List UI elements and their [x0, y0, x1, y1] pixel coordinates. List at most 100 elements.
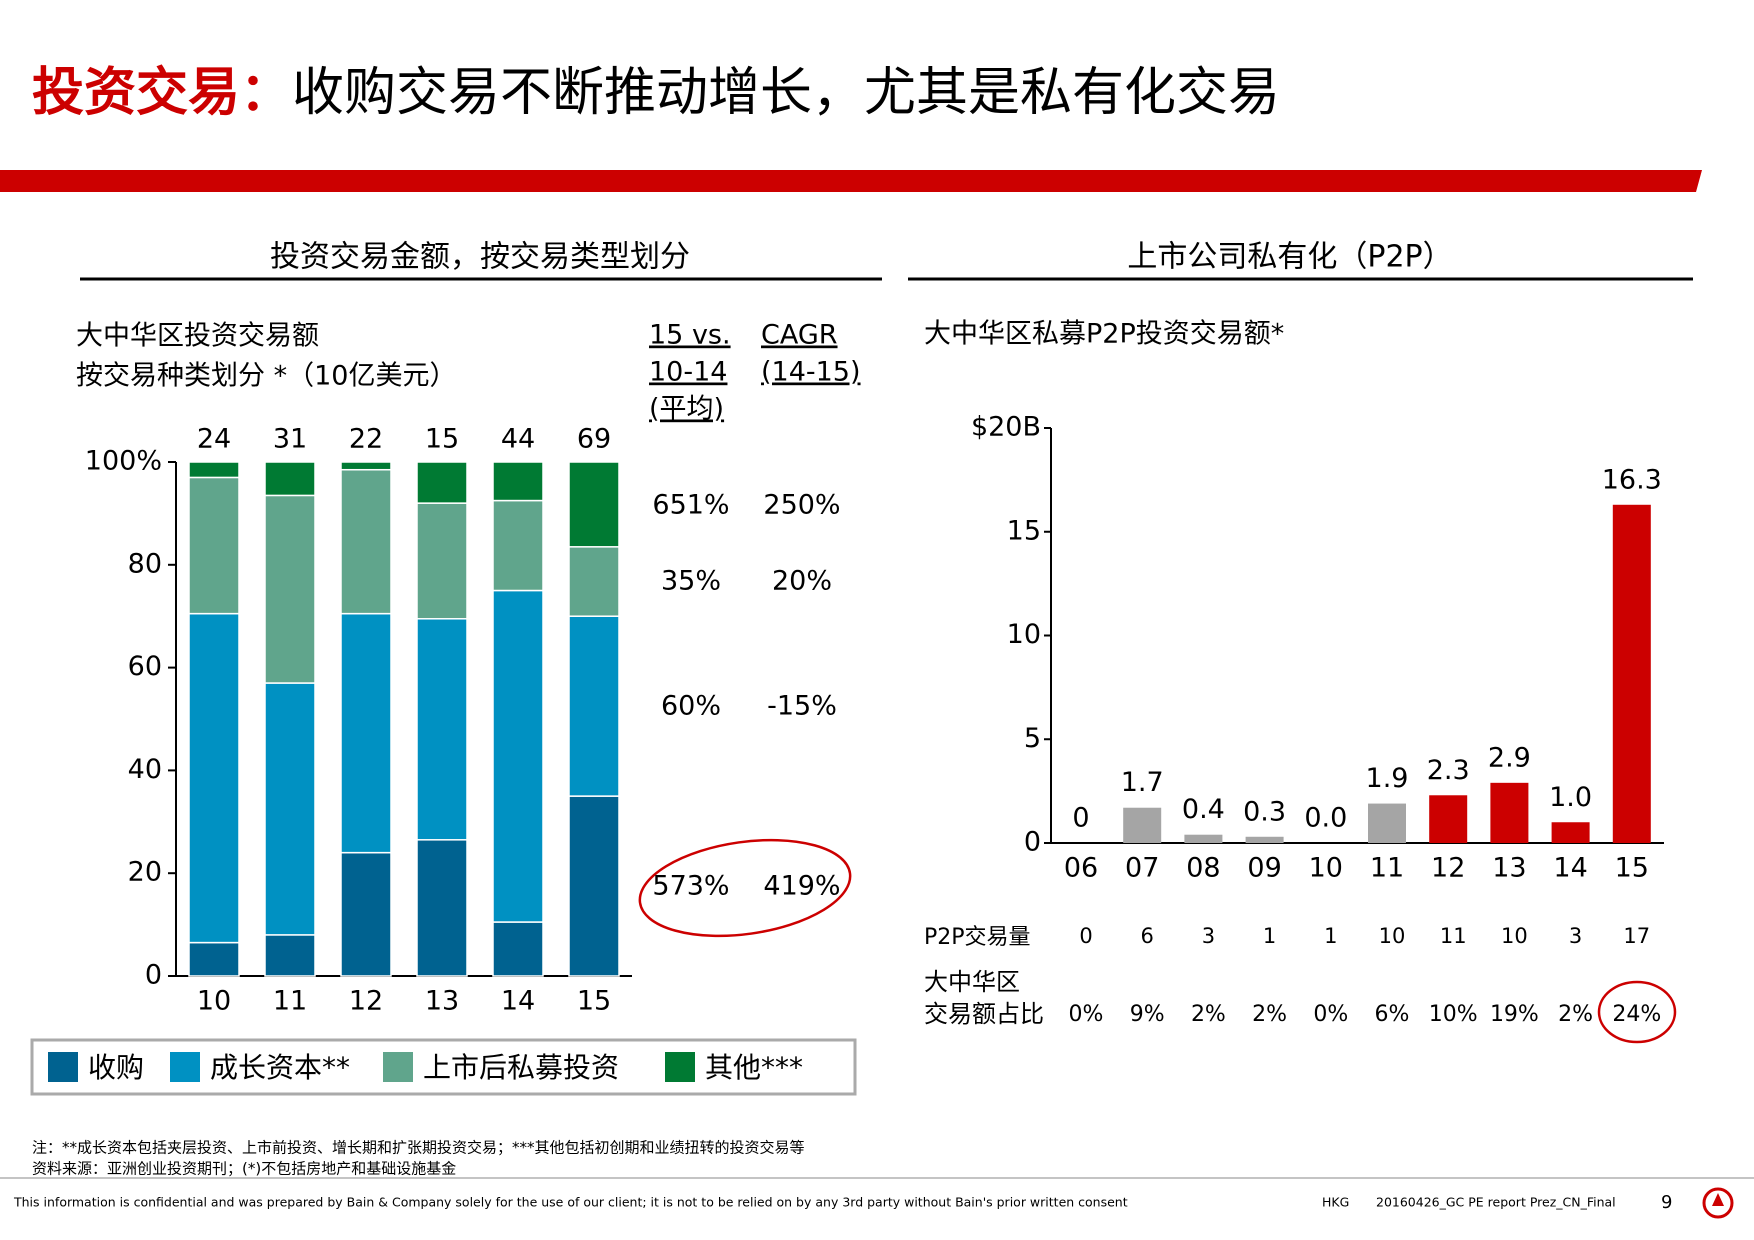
y-tick-label: 60 — [128, 651, 162, 682]
bar-segment — [264, 934, 316, 977]
bar — [1551, 822, 1590, 843]
value-label: 1.9 — [1366, 763, 1409, 794]
deal-count: 3 — [1202, 924, 1215, 948]
legend-swatch — [48, 1052, 78, 1082]
legend-label: 其他*** — [705, 1051, 803, 1084]
x-tick-label: 07 — [1125, 853, 1159, 884]
bar-segment — [264, 461, 316, 497]
value-label: 16.3 — [1602, 464, 1662, 495]
y-tick-label: $20B — [971, 412, 1041, 443]
value-label: 1.0 — [1549, 782, 1592, 813]
y-tick-label: 0 — [145, 960, 162, 991]
y-tick-label: 20 — [128, 857, 162, 888]
legend-box — [30, 1038, 857, 1096]
table-header: CAGR — [761, 320, 838, 351]
x-tick-label: 13 — [1492, 853, 1526, 884]
note: 资料来源：亚洲创业投资期刊；(*)不包括房地产和基础设施基金 — [32, 1160, 456, 1178]
value-label: 1.7 — [1121, 767, 1164, 798]
highlight-circle — [1597, 980, 1677, 1044]
share-label: 9% — [1130, 1002, 1165, 1027]
bar-segment — [416, 618, 468, 841]
y-tick-label: 80 — [128, 548, 162, 579]
x-tick-label: 12 — [349, 986, 383, 1017]
deal-count: 0 — [1079, 924, 1092, 948]
share-label: 24% — [1612, 1002, 1661, 1027]
bar-segment — [188, 476, 240, 615]
deal-count: 11 — [1440, 924, 1467, 948]
bar — [1368, 803, 1406, 843]
bar-segment — [416, 839, 468, 977]
total-label: 31 — [273, 424, 307, 455]
bar — [1184, 834, 1223, 843]
legend-swatch — [383, 1052, 413, 1082]
bar-segment — [568, 795, 620, 977]
title-main: 收购交易不断推动增长，尤其是私有化交易 — [292, 63, 1280, 123]
legend-label: 成长资本** — [210, 1051, 350, 1084]
y-tick-label: 100% — [85, 446, 162, 477]
bar — [1612, 504, 1651, 843]
y-tick-label: 15 — [1007, 515, 1041, 546]
bar — [1490, 782, 1529, 843]
x-tick-label: 06 — [1064, 853, 1098, 884]
bar-segment — [264, 682, 316, 936]
value-label: 0.3 — [1243, 796, 1286, 827]
table-header: (14-15) — [761, 357, 861, 388]
footer-file: 20160426_GC PE report Prez_CN_Final — [1376, 1195, 1616, 1210]
x-tick-label: 14 — [1553, 853, 1587, 884]
bar-segment — [416, 502, 468, 620]
table-cell: 60% — [661, 691, 721, 722]
table-cell: 651% — [652, 490, 729, 521]
x-tick-label: 09 — [1247, 853, 1281, 884]
footer-disclaimer: This information is confidential and was… — [13, 1195, 1128, 1210]
x-tick-label: 08 — [1186, 853, 1220, 884]
section-heading: 投资交易金额，按交易类型划分 — [270, 240, 690, 275]
bar-segment — [416, 461, 468, 504]
table-cell: -15% — [767, 691, 837, 722]
total-label: 69 — [577, 424, 611, 455]
table-header: 10-14 — [649, 357, 727, 388]
table-header: 15 vs. — [649, 320, 731, 351]
value-label: 0 — [1072, 803, 1089, 834]
bar-segment — [568, 461, 620, 548]
bar-segment — [340, 851, 392, 977]
deal-count: 10 — [1501, 924, 1528, 948]
table-cell: 35% — [661, 566, 721, 597]
legend-label: 上市后私募投资 — [423, 1051, 619, 1084]
table-cell: 20% — [772, 566, 832, 597]
total-label: 22 — [349, 424, 383, 455]
table-cell: 419% — [763, 871, 840, 902]
footer-region: HKG — [1322, 1195, 1349, 1210]
bar-segment — [568, 546, 620, 617]
y-tick-label: 40 — [128, 754, 162, 785]
y-tick-label: 10 — [1007, 619, 1041, 650]
share-label: 19% — [1490, 1002, 1539, 1027]
deal-count: 10 — [1379, 924, 1406, 948]
bar-segment — [492, 499, 544, 592]
x-tick-label: 15 — [1615, 853, 1649, 884]
bar-segment — [340, 468, 392, 615]
bar-segment — [188, 461, 240, 479]
x-tick-label: 10 — [1309, 853, 1343, 884]
highlight-circle — [638, 838, 852, 938]
total-label: 15 — [425, 424, 459, 455]
y-tick-label: 5 — [1024, 723, 1041, 754]
value-label: 2.3 — [1427, 755, 1470, 786]
x-tick-label: 14 — [501, 986, 535, 1017]
share-label: 2% — [1252, 1002, 1287, 1027]
note: 注：**成长资本包括夹层投资、上市前投资、增长期和扩张期投资交易；***其他包括… — [32, 1139, 805, 1157]
value-label: 0.4 — [1182, 794, 1225, 825]
legend-swatch — [170, 1052, 200, 1082]
value-label: 2.9 — [1488, 742, 1531, 773]
x-tick-label: 11 — [1370, 853, 1404, 884]
share-label: 6% — [1375, 1002, 1410, 1027]
row-label: 交易额占比 — [924, 1000, 1044, 1028]
deal-count: 3 — [1569, 924, 1582, 948]
title-bar — [0, 170, 1702, 192]
x-tick-label: 10 — [197, 986, 231, 1017]
bar-segment — [492, 921, 544, 977]
bar-segment — [492, 461, 544, 502]
y-tick-label: 0 — [1024, 827, 1041, 858]
bar — [1245, 836, 1284, 843]
table-header: (平均) — [649, 394, 724, 425]
legend-label: 收购 — [88, 1051, 144, 1084]
